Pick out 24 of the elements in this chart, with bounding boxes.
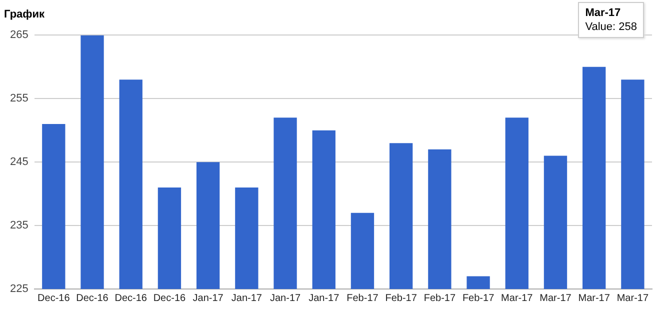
y-tick-label: 225: [10, 283, 28, 296]
x-tick-label: Feb-17: [346, 292, 379, 304]
x-tick-label: Feb-17: [462, 292, 495, 304]
x-tick-label: Dec-16: [153, 292, 186, 304]
y-tick-label: 255: [10, 92, 28, 105]
chart-title: График: [4, 8, 46, 21]
text: Mar-17: [585, 6, 622, 20]
x-tick-label: Jan-17: [308, 292, 340, 304]
x-tick-label: Mar-17: [501, 292, 534, 304]
x-tick-label: Jan-17: [270, 292, 301, 304]
x-tick-label: Feb-17: [385, 292, 418, 304]
x-tick-label: Dec-16: [114, 292, 148, 304]
x-tick-label: Dec-16: [38, 292, 70, 304]
x-tick-label: Jan-17: [192, 292, 224, 304]
x-tick-label: Dec-16: [76, 292, 109, 304]
x-tick-label: Mar-17: [616, 292, 649, 304]
y-tick-label: 235: [10, 220, 28, 232]
x-tick-label: Feb-17: [424, 292, 456, 304]
x-tick-label: Jan-17: [231, 292, 262, 304]
y-tick-label: 245: [10, 156, 28, 168]
x-tick-label: Mar-17: [578, 292, 610, 304]
y-tick-label: 265: [10, 29, 28, 42]
x-tick-label: Mar-17: [540, 292, 572, 304]
text: Value: 258: [585, 20, 637, 34]
